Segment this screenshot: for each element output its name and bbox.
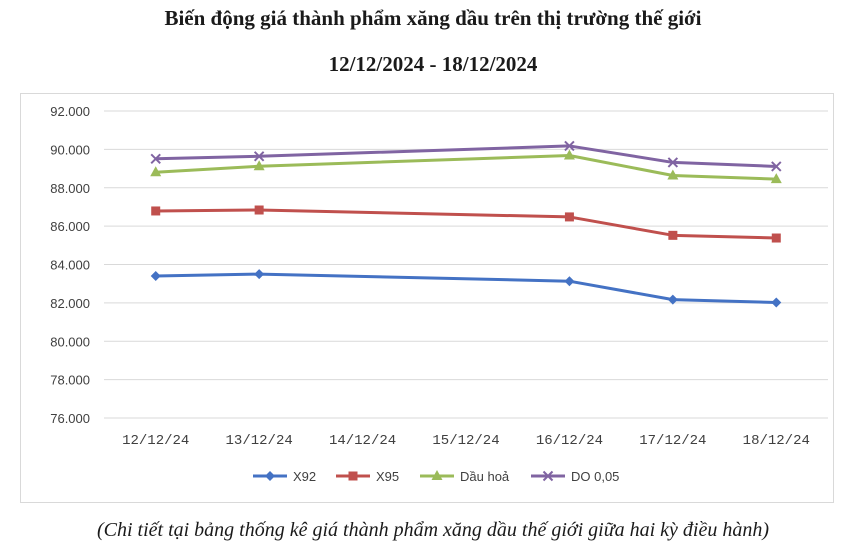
series-2-point bbox=[563, 149, 575, 160]
series-0-point bbox=[667, 294, 678, 305]
series-0-point bbox=[150, 271, 161, 282]
x-tick-label: 13/12/24 bbox=[226, 433, 293, 449]
chart-frame bbox=[20, 93, 834, 503]
legend-label: X95 bbox=[376, 469, 399, 484]
x-tick-label: 14/12/24 bbox=[329, 433, 396, 449]
series-1-point bbox=[668, 230, 678, 240]
legend-marker bbox=[265, 471, 275, 481]
legend-marker bbox=[348, 471, 358, 481]
series-1-point bbox=[564, 212, 574, 222]
x-tick-label: 12/12/24 bbox=[122, 433, 189, 449]
series-0-line bbox=[155, 272, 777, 304]
series-0-point bbox=[564, 276, 575, 287]
chart-title: Biến động giá thành phẩm xăng dầu trên t… bbox=[164, 6, 702, 30]
y-tick-label: 82.000 bbox=[50, 296, 90, 311]
x-tick-label: 18/12/24 bbox=[743, 433, 810, 449]
y-tick-label: 76.000 bbox=[50, 411, 90, 426]
y-tick-label: 80.000 bbox=[50, 334, 90, 349]
series-0-point bbox=[771, 297, 782, 308]
y-tick-label: 78.000 bbox=[50, 373, 90, 388]
legend-label: Dầu hoả bbox=[460, 469, 510, 484]
chart-caption: (Chi tiết tại bảng thống kê giá thành ph… bbox=[96, 519, 770, 541]
y-tick-label: 86.000 bbox=[50, 219, 90, 234]
series-3-point bbox=[564, 140, 575, 152]
x-tick-label: 15/12/24 bbox=[432, 433, 499, 449]
series-3-point bbox=[771, 161, 782, 172]
series-2-point bbox=[667, 169, 679, 180]
y-tick-label: 92.000 bbox=[50, 104, 90, 119]
series-3-point bbox=[150, 153, 161, 164]
series-2-line bbox=[155, 154, 777, 181]
y-tick-label: 84.000 bbox=[50, 258, 90, 273]
legend-marker bbox=[431, 470, 443, 480]
legend-label: X92 bbox=[293, 469, 316, 484]
series-2-point bbox=[770, 173, 782, 184]
series-2-point bbox=[253, 160, 265, 171]
series-1-line bbox=[155, 208, 777, 240]
chart-subtitle: 12/12/2024 - 18/12/2024 bbox=[328, 52, 538, 76]
y-tick-label: 90.000 bbox=[50, 142, 90, 157]
series-1-point bbox=[151, 206, 161, 216]
series-3-point bbox=[667, 157, 679, 168]
legend-label: DO 0,05 bbox=[571, 469, 619, 484]
x-tick-label: 16/12/24 bbox=[536, 433, 603, 449]
series-1-point bbox=[771, 233, 781, 243]
y-tick-label: 88.000 bbox=[50, 181, 90, 196]
x-tick-label: 17/12/24 bbox=[639, 433, 706, 449]
series-2-point bbox=[150, 166, 162, 177]
series-3-point bbox=[253, 151, 265, 162]
series-0-point bbox=[254, 269, 265, 280]
series-1-point bbox=[254, 205, 264, 215]
legend-marker bbox=[542, 470, 554, 482]
